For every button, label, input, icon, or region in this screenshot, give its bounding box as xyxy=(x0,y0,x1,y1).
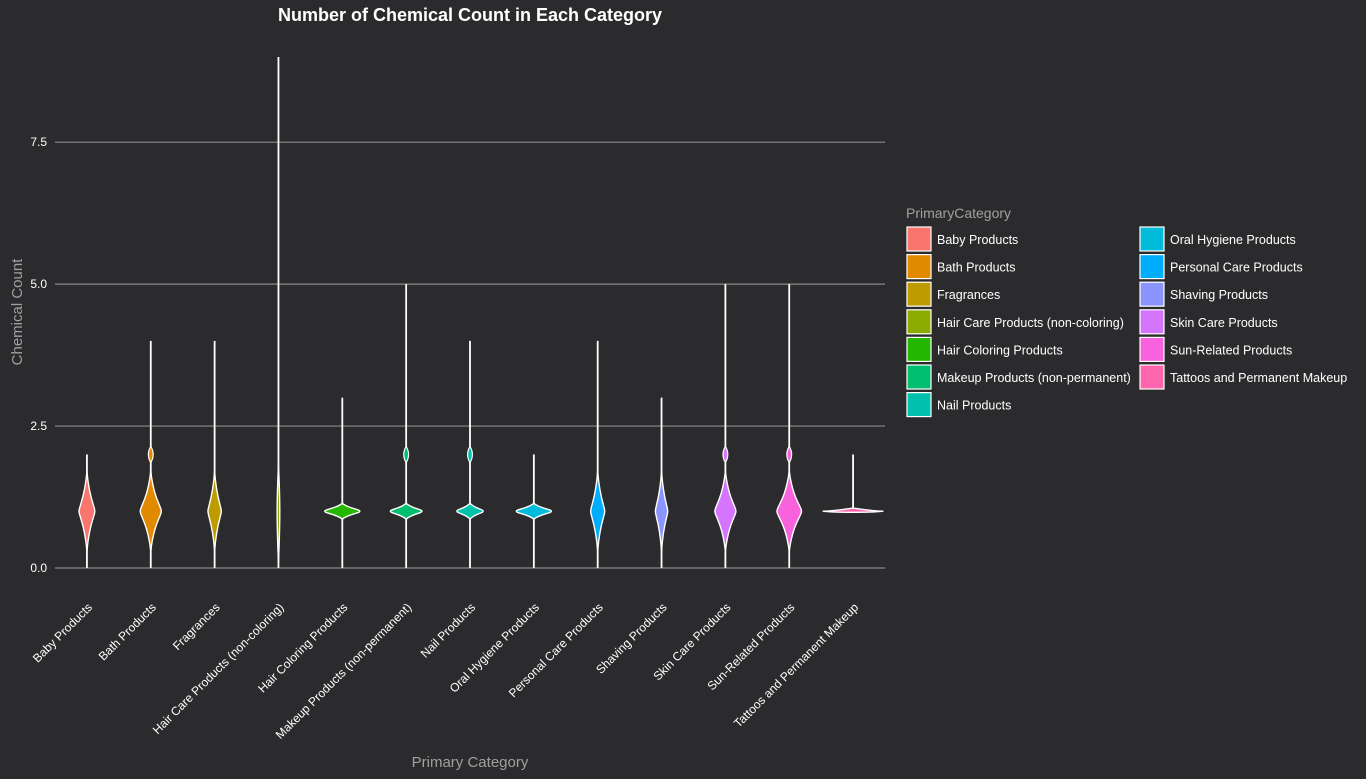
violin-tail xyxy=(724,284,727,568)
violin xyxy=(276,57,281,568)
legend-label: Oral Hygiene Products xyxy=(1170,233,1296,247)
violin-body xyxy=(276,465,281,563)
x-tick-label: Tattoos and Permanent Makeup xyxy=(731,600,861,730)
legend-swatch xyxy=(1139,309,1165,335)
x-tick-label: Hair Care Products (non-coloring) xyxy=(150,600,287,737)
violin xyxy=(515,454,553,568)
violin-secondary-bulge xyxy=(467,445,473,464)
violin-body xyxy=(389,502,423,521)
violins xyxy=(78,57,884,568)
legend-item: Shaving Products xyxy=(1139,281,1268,307)
legend-title: PrimaryCategory xyxy=(906,205,1011,221)
violin-secondary-bulge xyxy=(403,445,410,464)
legend-label: Personal Care Products xyxy=(1170,261,1303,275)
legend-swatch xyxy=(906,254,932,280)
violin-body xyxy=(515,502,553,521)
violin-tail xyxy=(405,284,408,568)
legend-item: Personal Care Products xyxy=(1139,254,1303,280)
legend-swatch xyxy=(1139,281,1165,307)
legend-swatch xyxy=(906,281,932,307)
legend-swatch xyxy=(906,364,932,390)
violin xyxy=(714,284,737,568)
legend-label: Makeup Products (non-permanent) xyxy=(937,371,1131,385)
violin-body xyxy=(78,471,96,552)
chart-title: Number of Chemical Count in Each Categor… xyxy=(278,5,662,25)
legend-item: Hair Coloring Products xyxy=(906,336,1063,362)
violin xyxy=(654,397,669,568)
legend-swatch xyxy=(906,226,932,252)
legend-item: Tattoos and Permanent Makeup xyxy=(1139,364,1347,390)
legend-label: Skin Care Products xyxy=(1170,316,1278,330)
violin-body xyxy=(324,502,361,521)
x-axis-label: Primary Category xyxy=(412,754,529,771)
violin-tail xyxy=(213,340,216,568)
legend: PrimaryCategory Baby Products Bath Produc… xyxy=(906,205,1347,418)
violin-tail xyxy=(788,284,791,568)
x-axis-ticks: Baby Products Bath Products FragrancesHair… xyxy=(30,600,861,742)
legend-label: Hair Care Products (non-coloring) xyxy=(937,316,1124,330)
violin-tail xyxy=(341,397,344,568)
violin xyxy=(78,454,96,568)
violin-tail xyxy=(852,454,854,512)
x-tick-label: Nail Products xyxy=(418,600,478,660)
legend-label: Baby Products xyxy=(937,233,1018,247)
legend-swatch xyxy=(1139,364,1165,390)
legend-label: Tattoos and Permanent Makeup xyxy=(1170,371,1347,385)
violin xyxy=(207,340,222,568)
violin xyxy=(324,397,361,568)
legend-item: Makeup Products (non-permanent) xyxy=(906,364,1131,390)
legend-item: Baby Products xyxy=(906,226,1018,252)
violin xyxy=(822,454,884,514)
legend-swatch xyxy=(906,309,932,335)
legend-label: Sun-Related Products xyxy=(1170,343,1292,357)
violin-secondary-bulge xyxy=(147,445,154,464)
violin-tail xyxy=(277,57,280,568)
x-tick-label: Fragrances xyxy=(170,600,223,653)
violin-body xyxy=(139,471,163,552)
violin xyxy=(776,284,803,568)
violin xyxy=(589,340,606,568)
y-tick-label: 7.5 xyxy=(30,135,47,149)
y-tick-label: 2.5 xyxy=(30,419,47,433)
legend-swatch xyxy=(906,336,932,362)
violin-body xyxy=(822,507,884,514)
legend-item: Oral Hygiene Products xyxy=(1139,226,1296,252)
violin-body xyxy=(589,471,606,552)
violin xyxy=(456,340,484,568)
violin-body xyxy=(714,471,737,552)
violin-body xyxy=(207,471,222,552)
legend-item: Fragrances xyxy=(906,281,1000,307)
legend-label: Fragrances xyxy=(937,288,1000,302)
violin-body xyxy=(456,502,484,521)
legend-item: Sun-Related Products xyxy=(1139,336,1292,362)
violin xyxy=(389,284,423,568)
violin xyxy=(139,340,163,568)
y-axis-ticks: 0.0 2.5 5.0 7.5 xyxy=(30,135,47,575)
x-tick-label: Bath Products xyxy=(96,600,159,663)
legend-item: Hair Care Products (non-coloring) xyxy=(906,309,1124,335)
violin-body xyxy=(776,471,803,552)
violin-secondary-bulge xyxy=(722,445,729,464)
legend-item: Skin Care Products xyxy=(1139,309,1278,335)
y-tick-label: 5.0 xyxy=(30,277,47,291)
legend-label: Nail Products xyxy=(937,399,1011,413)
legend-label: Bath Products xyxy=(937,261,1016,275)
legend-label: Hair Coloring Products xyxy=(937,343,1063,357)
violin-body xyxy=(654,471,669,552)
violin-secondary-bulge xyxy=(786,445,793,464)
y-axis-label: Chemical Count xyxy=(9,258,26,366)
y-tick-label: 0.0 xyxy=(30,561,47,575)
legend-label: Shaving Products xyxy=(1170,288,1268,302)
violin-tail xyxy=(596,340,599,568)
legend-item: Bath Products xyxy=(906,254,1016,280)
legend-swatch xyxy=(906,392,932,418)
legend-swatch xyxy=(1139,226,1165,252)
x-tick-label: Baby Products xyxy=(30,600,95,665)
legend-swatch xyxy=(1139,254,1165,280)
legend-swatch xyxy=(1139,336,1165,362)
legend-item: Nail Products xyxy=(906,392,1011,418)
x-tick-label: Makeup Products (non-permanent) xyxy=(273,600,414,741)
